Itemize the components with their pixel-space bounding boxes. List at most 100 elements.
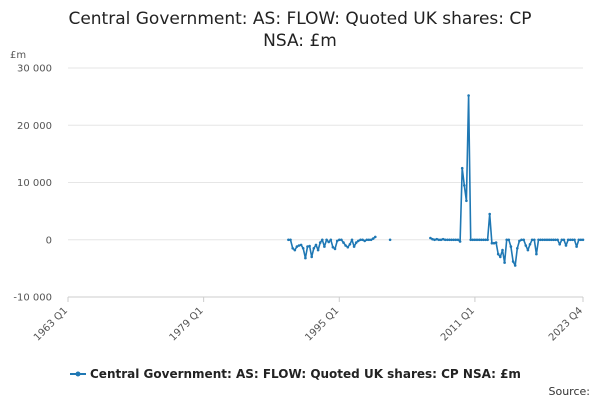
data-point[interactable] [482,238,485,242]
data-point[interactable] [344,244,347,247]
data-point[interactable] [477,238,481,242]
data-point[interactable] [533,238,536,242]
data-point[interactable] [448,238,451,242]
data-point[interactable] [361,238,364,242]
data-point[interactable] [460,166,464,170]
data-point[interactable] [579,238,583,242]
data-point[interactable] [488,212,492,216]
data-point[interactable] [564,244,568,247]
data-point[interactable] [522,238,525,242]
data-point[interactable] [566,238,570,242]
data-point[interactable] [439,238,443,242]
data-point[interactable] [549,238,553,242]
data-point[interactable] [503,261,506,264]
data-point[interactable] [575,245,578,248]
data-point[interactable] [321,238,324,242]
data-point[interactable] [458,240,462,243]
data-point[interactable] [471,238,475,242]
data-point[interactable] [306,245,309,248]
data-point[interactable] [467,94,470,97]
data-point[interactable] [363,239,367,243]
data-point[interactable] [539,238,542,242]
data-point[interactable] [435,237,439,241]
data-point[interactable] [499,255,502,259]
data-point[interactable] [446,238,449,242]
data-point[interactable] [374,235,377,239]
data-point[interactable] [541,238,544,242]
data-point[interactable] [571,238,574,242]
data-point[interactable] [581,238,585,242]
data-point[interactable] [520,238,523,242]
data-point[interactable] [325,238,328,242]
data-point[interactable] [333,247,337,251]
data-point[interactable] [450,238,453,242]
data-point[interactable] [480,238,483,242]
data-point[interactable] [299,243,303,247]
data-point[interactable] [569,238,572,242]
data-point[interactable] [354,241,358,244]
data-point[interactable] [338,238,341,242]
data-point[interactable] [293,248,297,252]
data-point[interactable] [505,238,509,242]
data-point[interactable] [350,238,354,242]
data-point[interactable] [490,241,494,245]
data-point[interactable] [494,241,498,244]
data-point[interactable] [304,256,307,260]
data-point[interactable] [554,238,557,242]
data-point[interactable] [573,238,576,242]
data-point[interactable] [454,238,458,242]
data-point[interactable] [528,243,532,246]
data-point[interactable] [348,243,352,246]
data-point[interactable] [331,245,335,249]
data-point[interactable] [558,243,561,246]
data-point[interactable] [537,238,540,242]
data-point[interactable] [335,239,339,243]
data-point[interactable] [295,245,299,248]
data-point[interactable] [465,199,468,203]
data-point[interactable] [543,238,547,242]
data-point[interactable] [310,255,314,259]
data-point[interactable] [556,238,559,242]
data-point[interactable] [441,237,445,241]
data-point[interactable] [314,243,318,247]
data-point[interactable] [452,238,456,242]
data-point[interactable] [562,238,566,242]
data-point[interactable] [316,248,320,252]
data-point[interactable] [318,241,322,244]
data-point[interactable] [291,247,295,250]
data-point[interactable] [367,238,371,242]
data-point[interactable] [509,245,513,248]
data-point[interactable] [469,238,473,242]
data-point[interactable] [308,244,311,248]
data-point[interactable] [327,240,331,244]
data-point[interactable] [312,247,316,250]
data-point[interactable] [365,238,369,242]
data-point[interactable] [369,238,373,242]
data-point[interactable] [357,239,360,243]
data-point[interactable] [329,238,333,242]
data-point[interactable] [524,244,528,247]
data-point[interactable] [433,238,436,242]
data-point[interactable] [388,238,392,242]
data-point[interactable] [359,238,362,242]
data-point[interactable] [463,184,466,187]
data-point[interactable] [475,238,479,242]
data-point[interactable] [289,238,292,242]
data-point[interactable] [516,247,519,250]
data-point[interactable] [352,245,356,248]
data-point[interactable] [560,238,564,242]
data-point[interactable] [486,238,489,242]
data-point[interactable] [501,248,504,252]
data-point[interactable] [297,244,301,247]
data-point[interactable] [547,238,551,242]
data-point[interactable] [496,252,500,256]
data-point[interactable] [507,238,511,242]
data-point[interactable] [340,238,343,242]
data-point[interactable] [287,238,290,242]
data-point[interactable] [473,238,477,242]
data-point[interactable] [526,248,530,252]
data-point[interactable] [429,236,432,240]
data-point[interactable] [511,260,515,263]
data-point[interactable] [492,241,496,245]
data-point[interactable] [552,238,555,242]
